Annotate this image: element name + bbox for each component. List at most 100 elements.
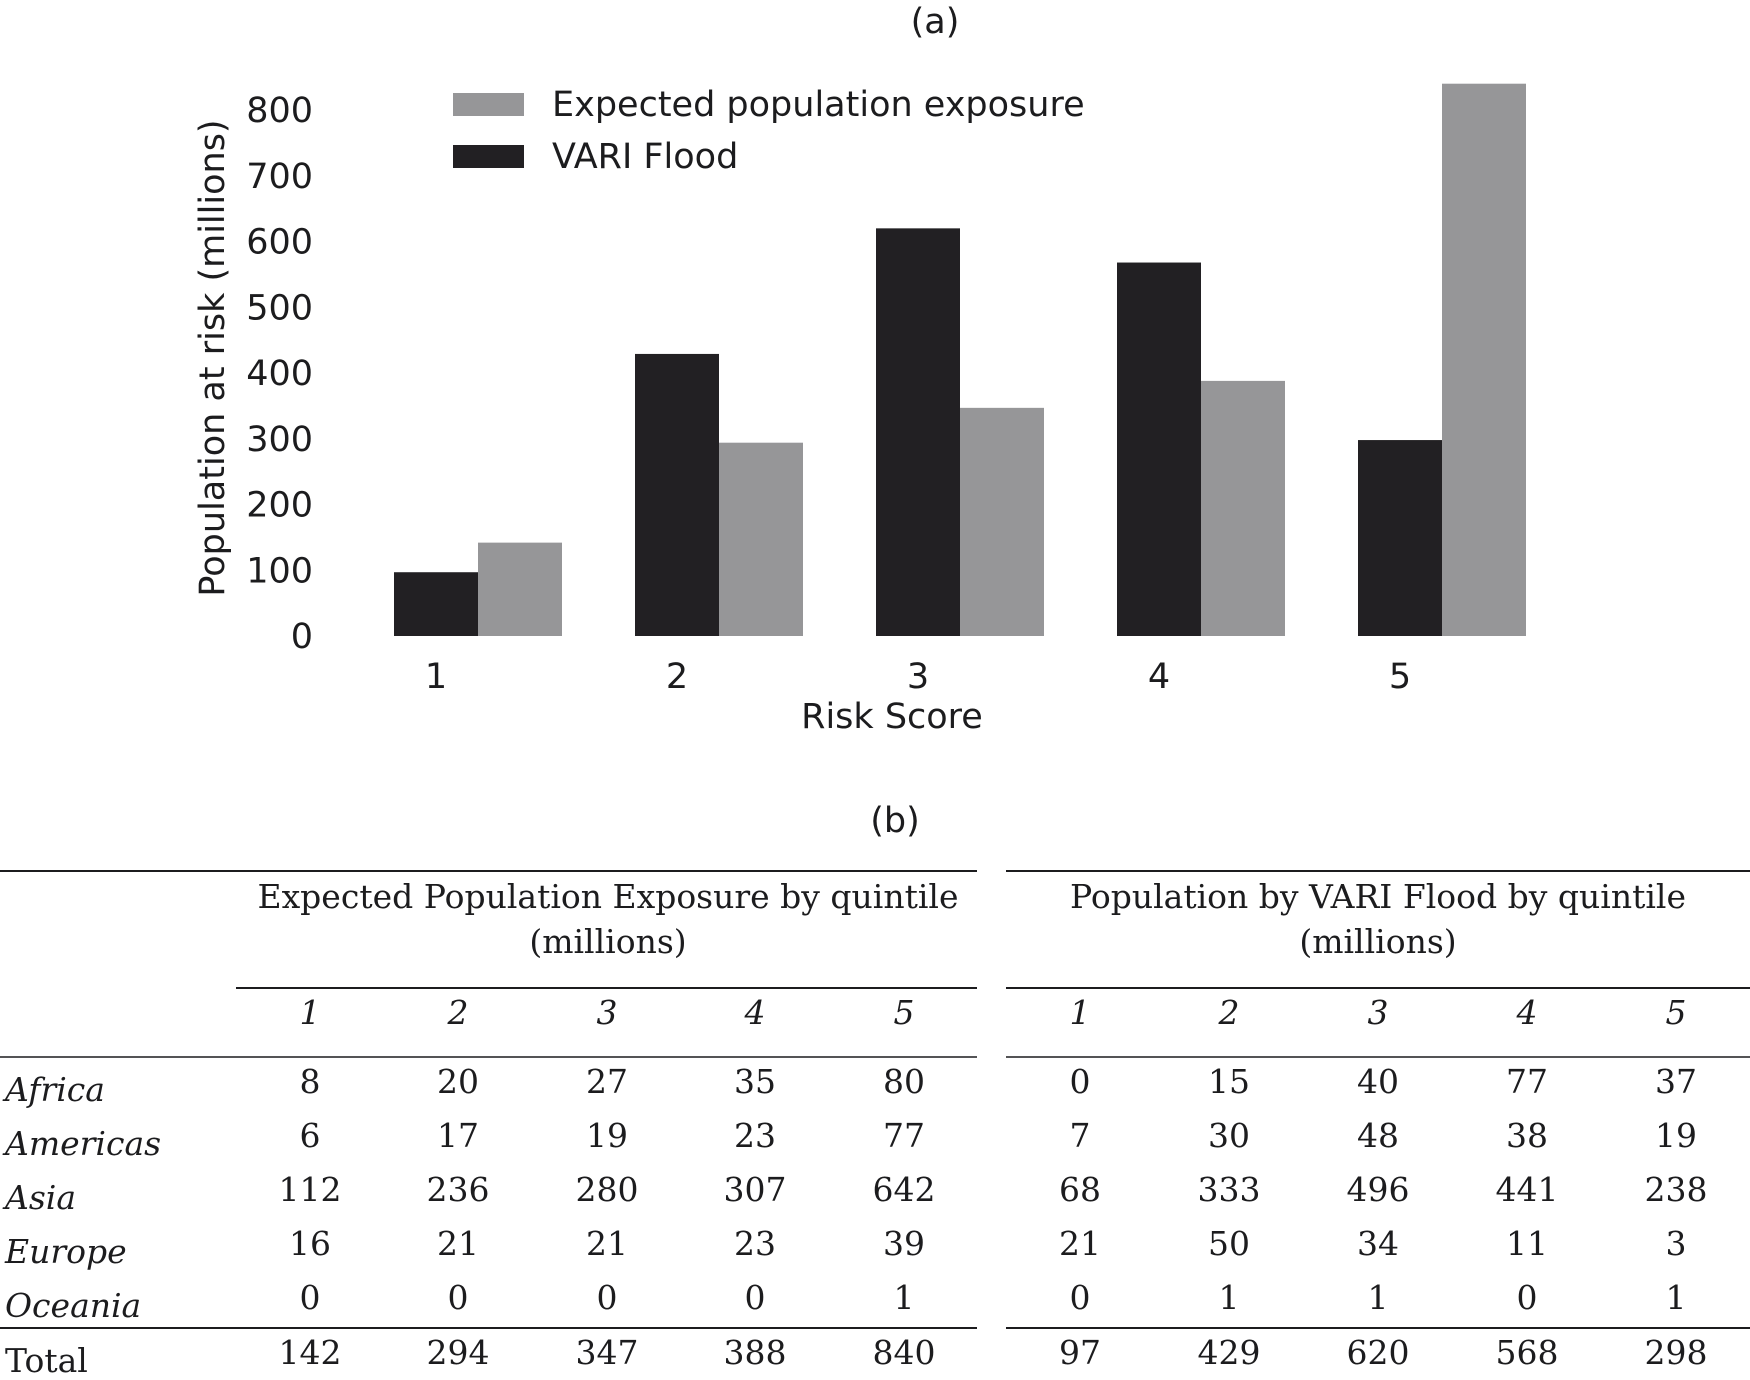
x-tick-label-5: 5 (1389, 657, 1411, 697)
quintile-header-vari-1: 1 (1070, 993, 1091, 1032)
bar-expected-population-exposure-2 (719, 442, 803, 636)
table-row-asia-epe-q4: 307 (724, 1170, 787, 1209)
table-row-oceania-vari-q5: 1 (1666, 1278, 1687, 1317)
chart-legend: Expected population exposure VARI Flood (453, 85, 1085, 177)
table-row-total-epe-q2: 294 (427, 1333, 490, 1372)
y-tick-label-100: 100 (246, 551, 313, 591)
bar-vari-flood-1 (394, 572, 478, 636)
table-row-oceania-vari-q4: 0 (1517, 1278, 1538, 1317)
x-tick-label-3: 3 (907, 657, 929, 697)
bar-vari-flood-2 (635, 353, 719, 636)
table-row-americas-vari-q4: 38 (1506, 1116, 1548, 1155)
table-row-americas-vari-q2: 30 (1208, 1116, 1250, 1155)
y-axis-ticks: 0 100 200 300 400 500 600 700 800 (246, 91, 313, 657)
table-row-asia-epe-q5: 642 (873, 1170, 936, 1209)
table-row-total-vari-q4: 568 (1496, 1333, 1559, 1372)
legend-swatch-vari (453, 145, 524, 168)
table-row-oceania-vari-q3: 1 (1368, 1278, 1389, 1317)
table-row-total-vari-q3: 620 (1347, 1333, 1410, 1372)
table-row-africa-vari-q3: 40 (1357, 1062, 1399, 1101)
table-row-africa-epe-q1: 8 (300, 1062, 321, 1101)
table-row-africa-vari-q2: 15 (1208, 1062, 1250, 1101)
table-row-africa-label: Africa (2, 1070, 105, 1109)
y-tick-label-300: 300 (246, 420, 313, 460)
bar-vari-flood-3 (876, 228, 960, 636)
group-header-vari-unit: (millions) (1299, 922, 1456, 961)
y-tick-label-800: 800 (246, 91, 313, 131)
table-row-asia-vari-q4: 441 (1496, 1170, 1559, 1209)
table-row-africa-epe-q5: 80 (883, 1062, 925, 1101)
y-tick-label-700: 700 (246, 157, 313, 197)
table-row-africa-vari-q1: 0 (1070, 1062, 1091, 1101)
table-row-europe-vari-q1: 21 (1059, 1224, 1101, 1263)
table-row-total-epe-q1: 142 (279, 1333, 342, 1372)
x-axis-ticks: 1 2 3 4 5 (425, 657, 1411, 697)
quintile-header-vari-5: 5 (1666, 993, 1687, 1032)
table-row-europe-epe-q5: 39 (883, 1224, 925, 1263)
table-row-africa-epe-q2: 20 (437, 1062, 479, 1101)
table-row-europe-epe-q2: 21 (437, 1224, 479, 1263)
group-header-epe: Expected Population Exposure by quintile (257, 877, 958, 916)
bar-vari-flood-4 (1117, 262, 1201, 636)
table-row-americas-vari-q1: 7 (1070, 1116, 1091, 1155)
x-tick-label-1: 1 (425, 657, 447, 697)
table-row-asia-label: Asia (2, 1178, 76, 1217)
y-tick-label-0: 0 (291, 617, 313, 657)
table-body: Africa 8 20 27 35 80 0 15 40 77 37 Americas 6 17 19 23 7… (2, 1062, 1708, 1325)
table-row-oceania-epe-q5: 1 (894, 1278, 915, 1317)
table-row-total-label: Total (5, 1341, 88, 1380)
table-row-europe-vari-q2: 50 (1208, 1224, 1250, 1263)
table-row-europe-epe-q3: 21 (586, 1224, 628, 1263)
table-row-total-vari-q1: 97 (1059, 1333, 1101, 1372)
table-row-oceania-epe-q4: 0 (745, 1278, 766, 1317)
bar-expected-population-exposure-1 (478, 542, 562, 636)
panel-b-label: (b) (870, 801, 920, 841)
table-row-oceania-label: Oceania (5, 1286, 141, 1325)
y-tick-label-400: 400 (246, 354, 313, 394)
table-row-americas-epe-q1: 6 (300, 1116, 321, 1155)
table-row-asia-epe-q2: 236 (427, 1170, 490, 1209)
table-row-asia-epe-q1: 112 (279, 1170, 342, 1209)
data-table: Expected Population Exposure by quintile… (0, 870, 1750, 1380)
table-row-africa-vari-q5: 37 (1655, 1062, 1697, 1101)
table-row-asia-epe-q3: 280 (576, 1170, 639, 1209)
table-total-row: Total 142 294 347 388 840 97 429 620 568 298 (5, 1333, 1708, 1380)
panel-a-label: (a) (911, 2, 960, 42)
table-row-africa-epe-q3: 27 (586, 1062, 628, 1101)
table-row-europe-vari-q4: 11 (1506, 1224, 1548, 1263)
table-row-asia-vari-q2: 333 (1198, 1170, 1261, 1209)
bar-vari-flood-5 (1358, 440, 1442, 636)
y-tick-label-600: 600 (246, 223, 313, 263)
table-row-europe-vari-q3: 34 (1357, 1224, 1399, 1263)
quintile-header-epe-1: 1 (300, 993, 321, 1032)
group-header-epe-unit: (millions) (529, 922, 686, 961)
quintile-header-row: 1 1 2 2 3 3 4 4 5 5 (300, 993, 1687, 1032)
y-tick-label-200: 200 (246, 486, 313, 526)
bar-expected-population-exposure-5 (1442, 83, 1526, 636)
table-row-total-vari-q2: 429 (1198, 1333, 1261, 1372)
bar-expected-population-exposure-4 (1201, 380, 1285, 636)
table-row-africa-vari-q4: 77 (1506, 1062, 1548, 1101)
bar-series-group (394, 83, 1526, 636)
table-row-europe-vari-q5: 3 (1666, 1224, 1687, 1263)
table-row-africa-epe-q4: 35 (734, 1062, 776, 1101)
table-row-oceania-vari-q1: 0 (1070, 1278, 1091, 1317)
quintile-header-vari-2: 2 (1218, 993, 1240, 1032)
table-row-europe-epe-q4: 23 (734, 1224, 776, 1263)
table-row-americas-epe-q3: 19 (586, 1116, 628, 1155)
quintile-header-epe-4: 4 (744, 993, 766, 1032)
x-axis-title: Risk Score (801, 697, 983, 737)
quintile-header-epe-2: 2 (447, 993, 469, 1032)
table-row-americas-label: Americas (2, 1124, 161, 1163)
table-row-americas-epe-q4: 23 (734, 1116, 776, 1155)
quintile-header-epe-5: 5 (894, 993, 915, 1032)
y-axis-title: Population at risk (millions) (193, 119, 233, 596)
table-row-americas-epe-q2: 17 (437, 1116, 479, 1155)
table-row-total-epe-q4: 388 (724, 1333, 787, 1372)
quintile-header-vari-4: 4 (1516, 993, 1538, 1032)
table-row-europe-label: Europe (4, 1232, 127, 1271)
table-row-americas-vari-q5: 19 (1655, 1116, 1697, 1155)
table-row-oceania-vari-q2: 1 (1219, 1278, 1240, 1317)
legend-swatch-expected (453, 93, 524, 116)
